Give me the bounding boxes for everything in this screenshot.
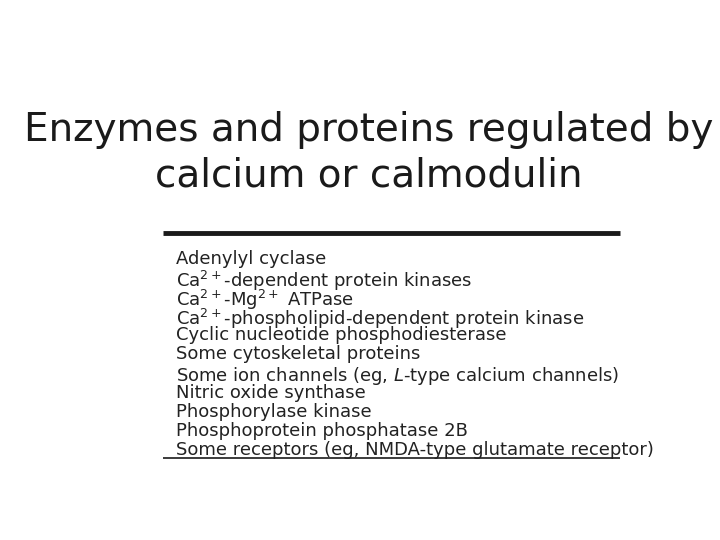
Text: Some receptors (eg, NMDA-type glutamate receptor): Some receptors (eg, NMDA-type glutamate … — [176, 441, 654, 459]
Text: Ca$^{2+}$-phospholipid-dependent protein kinase: Ca$^{2+}$-phospholipid-dependent protein… — [176, 307, 585, 332]
Text: Cyclic nucleotide phosphodiesterase: Cyclic nucleotide phosphodiesterase — [176, 326, 507, 345]
Text: Ca$^{2+}$-dependent protein kinases: Ca$^{2+}$-dependent protein kinases — [176, 269, 473, 293]
Text: Some cytoskeletal proteins: Some cytoskeletal proteins — [176, 346, 421, 363]
Text: Phosphorylase kinase: Phosphorylase kinase — [176, 403, 372, 421]
Text: Enzymes and proteins regulated by
calcium or calmodulin: Enzymes and proteins regulated by calciu… — [24, 111, 714, 194]
Text: Phosphoprotein phosphatase 2B: Phosphoprotein phosphatase 2B — [176, 422, 469, 440]
Text: Nitric oxide synthase: Nitric oxide synthase — [176, 384, 366, 402]
Text: Adenylyl cyclase: Adenylyl cyclase — [176, 250, 327, 268]
Text: Ca$^{2+}$-Mg$^{2+}$ ATPase: Ca$^{2+}$-Mg$^{2+}$ ATPase — [176, 288, 354, 312]
Text: Some ion channels (eg, $\mathit{L}$-type calcium channels): Some ion channels (eg, $\mathit{L}$-type… — [176, 364, 620, 387]
